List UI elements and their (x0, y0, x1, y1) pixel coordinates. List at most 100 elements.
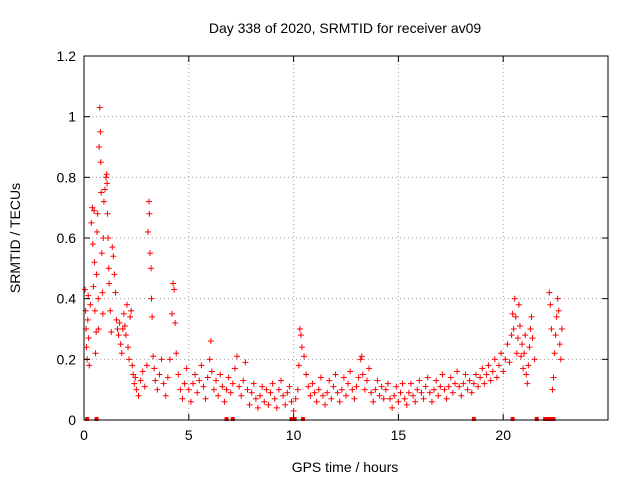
zero-marker (289, 417, 294, 421)
data-point (105, 235, 112, 241)
data-point (399, 380, 406, 387)
data-point (491, 356, 498, 363)
data-point (227, 389, 234, 396)
data-point (254, 404, 261, 411)
data-point (91, 207, 98, 214)
data-point (286, 383, 293, 390)
data-point (466, 377, 473, 384)
data-point (257, 392, 264, 399)
data-point (85, 292, 92, 299)
data-point (315, 386, 322, 393)
data-point (525, 362, 532, 369)
data-point (549, 386, 556, 393)
data-point (194, 389, 201, 396)
zero-marker (471, 417, 476, 421)
data-point (152, 377, 159, 384)
data-point (198, 362, 205, 369)
data-point (192, 371, 199, 378)
data-point (148, 265, 155, 272)
data-point (105, 265, 112, 272)
data-point (133, 386, 140, 393)
data-point (93, 271, 100, 278)
data-point (395, 398, 402, 405)
data-point (309, 380, 316, 387)
data-point (358, 353, 365, 360)
data-point (115, 332, 122, 339)
data-point (181, 380, 188, 387)
data-point (349, 386, 356, 393)
data-point (261, 398, 268, 405)
data-point (403, 401, 410, 408)
data-point (301, 353, 308, 360)
data-point (475, 383, 482, 390)
data-point (407, 380, 414, 387)
data-point (189, 380, 196, 387)
data-point (361, 386, 368, 393)
data-point (416, 377, 423, 384)
data-point (90, 283, 97, 290)
data-point (144, 228, 151, 235)
data-point (303, 371, 310, 378)
data-point (547, 301, 554, 308)
data-point (208, 368, 215, 375)
data-point (84, 316, 91, 323)
data-point (347, 368, 354, 375)
data-point (148, 295, 155, 302)
data-point (509, 310, 516, 317)
data-point (89, 204, 96, 211)
zero-value-markers (85, 417, 556, 421)
data-point (108, 329, 115, 336)
data-point (528, 313, 535, 320)
zero-marker (546, 417, 551, 421)
data-point (91, 307, 98, 314)
data-point (401, 395, 408, 402)
data-point (104, 180, 111, 187)
data-point (171, 286, 178, 293)
data-point (521, 350, 528, 357)
data-point (265, 401, 272, 408)
data-point (378, 383, 385, 390)
data-point (282, 401, 289, 408)
data-point (147, 250, 154, 257)
data-point (219, 383, 226, 390)
data-point (103, 171, 110, 178)
data-point (551, 350, 558, 357)
data-point (135, 392, 142, 399)
data-point (384, 380, 391, 387)
data-point (317, 374, 324, 381)
data-point (418, 389, 425, 396)
x-tick-label: 5 (185, 427, 193, 443)
data-point (242, 359, 249, 366)
data-point (526, 344, 533, 351)
data-point (112, 289, 119, 296)
data-point (91, 259, 98, 266)
data-point (96, 104, 103, 111)
data-point (382, 386, 389, 393)
zero-marker (549, 417, 554, 421)
data-point (94, 210, 101, 217)
data-point (250, 380, 257, 387)
data-point (514, 335, 521, 342)
y-tick-label: 0.8 (57, 169, 77, 185)
data-point (441, 386, 448, 393)
data-point (217, 371, 224, 378)
data-point (479, 365, 486, 372)
data-point (489, 368, 496, 375)
data-point (439, 371, 446, 378)
data-point (83, 344, 90, 351)
data-point (368, 389, 375, 396)
data-point (531, 356, 538, 363)
data-point (125, 344, 132, 351)
data-point (548, 326, 555, 332)
y-tick-label: 0.4 (57, 291, 77, 307)
data-point (158, 356, 165, 363)
data-point (504, 341, 511, 348)
data-point (126, 356, 133, 363)
data-point (393, 383, 400, 390)
data-point (424, 374, 431, 381)
data-point (508, 332, 515, 339)
data-point (555, 307, 562, 314)
y-tick-label: 1.2 (57, 48, 77, 64)
data-point (150, 353, 157, 360)
y-tick-label: 1 (68, 109, 76, 125)
